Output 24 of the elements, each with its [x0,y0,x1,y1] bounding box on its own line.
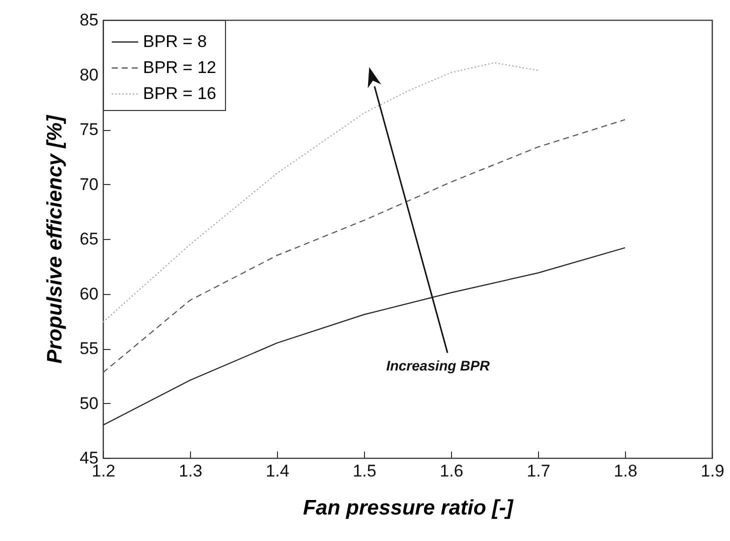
x-tick-label: 1.6 [440,462,464,480]
y-tick-label: 85 [80,10,98,30]
legend-label: BPR = 16 [143,84,216,103]
y-tick-label: 65 [80,230,98,248]
y-tick-label: 60 [80,284,98,304]
x-tick-label: 1.9 [700,462,724,480]
legend-label: BPR = 12 [143,58,216,77]
annotation: Increasing BPR [386,357,491,374]
y-tick-label: 75 [80,120,98,139]
x-tick-label: 1.4 [266,462,290,480]
line-series [102,247,626,426]
legend-label: BPR = 8 [143,32,207,51]
line-series [102,119,626,374]
x-axis-title: Fan pressure ratio [-] [302,496,514,520]
y-axis-title: Propulsive efficiency [%] [44,114,67,364]
x-tick-label: 1.7 [526,462,550,480]
y-tick-label: 55 [80,339,98,358]
x-tick-label: 1.5 [352,462,376,480]
line-series [102,62,539,323]
y-tick-label: 50 [80,394,98,413]
y-tick-label: 70 [80,174,98,194]
y-tick-label: 80 [80,65,98,84]
x-tick-label: 1.8 [614,462,638,480]
x-tick-label: 1.3 [178,462,202,480]
